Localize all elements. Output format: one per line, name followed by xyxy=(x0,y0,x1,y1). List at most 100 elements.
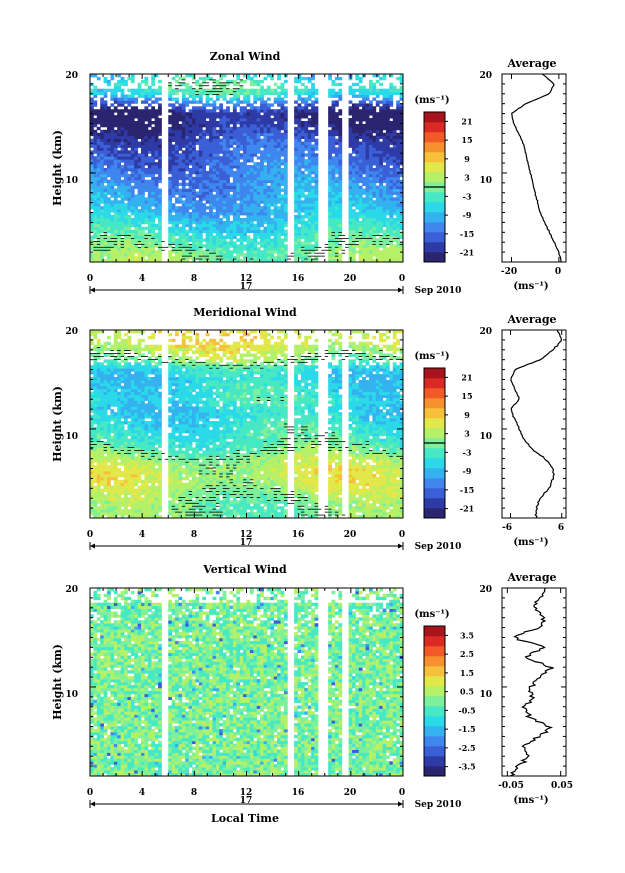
heatmap-cell xyxy=(314,173,319,178)
heatmap-cell xyxy=(253,100,258,104)
heatmap-cell xyxy=(151,94,156,98)
heatmap-cell xyxy=(239,144,244,148)
heatmap-cell xyxy=(107,223,111,228)
heatmap-cell xyxy=(399,147,404,151)
heatmap-cell xyxy=(192,170,196,175)
heatmap-cell xyxy=(141,244,145,248)
heatmap-cell xyxy=(181,112,186,116)
heatmap-cell xyxy=(171,156,176,160)
heatmap-cell xyxy=(270,203,275,207)
heatmap-cell xyxy=(96,256,101,260)
heatmap-cell xyxy=(232,197,237,201)
heatmap-cell xyxy=(314,244,319,248)
heatmap-cell xyxy=(270,194,275,198)
heatmap-cell xyxy=(375,141,380,145)
heatmap-cell xyxy=(334,259,339,263)
heatmap-cell xyxy=(331,129,336,134)
heatmap-cell xyxy=(382,88,387,93)
heatmap-cell xyxy=(93,217,98,222)
heatmap-cell xyxy=(328,76,332,81)
heatmap-cell xyxy=(124,147,128,151)
heatmap-cell xyxy=(171,203,176,207)
heatmap-cell xyxy=(294,76,298,81)
heatmap-cell xyxy=(314,223,319,228)
heatmap-cell xyxy=(239,112,244,116)
heatmap-cell xyxy=(90,165,94,169)
heatmap-cell xyxy=(236,100,241,104)
heatmap-cell xyxy=(175,156,179,160)
heatmap-cell xyxy=(100,138,105,142)
heatmap-cell xyxy=(100,197,105,201)
heatmap-cell xyxy=(385,247,390,251)
heatmap-cell xyxy=(385,162,390,166)
heatmap-cell xyxy=(144,91,149,95)
heatmap-cell xyxy=(328,194,332,198)
heatmap-cell xyxy=(307,256,312,260)
heatmap-cells xyxy=(90,74,404,263)
heatmap-cell xyxy=(294,159,298,163)
heatmap-cell xyxy=(338,165,343,169)
heatmap-cell xyxy=(100,147,105,151)
heatmap-cell xyxy=(147,212,152,216)
heatmap-cell xyxy=(151,232,156,236)
heatmap-cell xyxy=(392,235,397,239)
heatmap-cell xyxy=(147,112,152,116)
heatmap-cell xyxy=(382,188,387,192)
heatmap-cell xyxy=(144,144,149,148)
heatmap-cell xyxy=(372,156,377,160)
heatmap-cell xyxy=(355,197,360,201)
heatmap-cell xyxy=(368,212,373,216)
heatmap-cell xyxy=(277,191,281,195)
heatmap-cell xyxy=(253,153,258,157)
heatmap-cell xyxy=(154,182,159,187)
heatmap-cell xyxy=(253,179,258,184)
heatmap-cell xyxy=(263,138,268,142)
heatmap-cell xyxy=(134,223,139,228)
heatmap-cell xyxy=(368,103,373,107)
heatmap-cell xyxy=(192,141,196,145)
heatmap-cell xyxy=(120,118,125,122)
heatmap-cell xyxy=(130,91,135,95)
heatmap-cell xyxy=(236,97,241,101)
heatmap-cell xyxy=(212,217,217,222)
heatmap-cell xyxy=(348,220,353,225)
heatmap-cell xyxy=(130,223,135,228)
heatmap-cell xyxy=(90,144,94,148)
heatmap-cell xyxy=(328,235,332,239)
heatmap-cell xyxy=(297,250,302,254)
heatmap-cell xyxy=(236,253,241,257)
heatmap-cell xyxy=(171,103,176,107)
heatmap-cell xyxy=(93,259,98,263)
heatmap-cell xyxy=(249,185,254,189)
heatmap-cell xyxy=(147,223,152,228)
heatmap-cell xyxy=(273,88,278,93)
heatmap-cell xyxy=(331,132,336,137)
heatmap-cell xyxy=(243,129,247,134)
heatmap-cell xyxy=(283,250,288,254)
heatmap-cell xyxy=(192,138,196,142)
heatmap-cell xyxy=(379,159,383,163)
heatmap-cell xyxy=(389,232,394,236)
heatmap-cell xyxy=(151,220,156,225)
heatmap-cell xyxy=(277,212,281,216)
heatmap-cell xyxy=(297,229,302,234)
heatmap-cell xyxy=(396,200,400,204)
heatmap-cell xyxy=(198,250,203,254)
heatmap-cell xyxy=(375,132,380,137)
heatmap-cell xyxy=(147,97,152,101)
heatmap-cell xyxy=(368,150,373,154)
heatmap-cell xyxy=(171,159,176,163)
heatmap-cell xyxy=(263,153,268,157)
heatmap-cell xyxy=(195,220,200,225)
heatmap-cell xyxy=(256,115,261,119)
heatmap-cell xyxy=(263,179,268,184)
heatmap-cell xyxy=(358,256,363,260)
heatmap-cell xyxy=(283,220,288,225)
heatmap-cell xyxy=(130,115,135,119)
heatmap-cell xyxy=(375,244,380,248)
heatmap-cell xyxy=(236,74,241,78)
heatmap-cell xyxy=(212,135,217,140)
heatmap-cell xyxy=(232,176,237,181)
heatmap-cell xyxy=(137,126,142,131)
heatmap-cell xyxy=(280,220,285,225)
